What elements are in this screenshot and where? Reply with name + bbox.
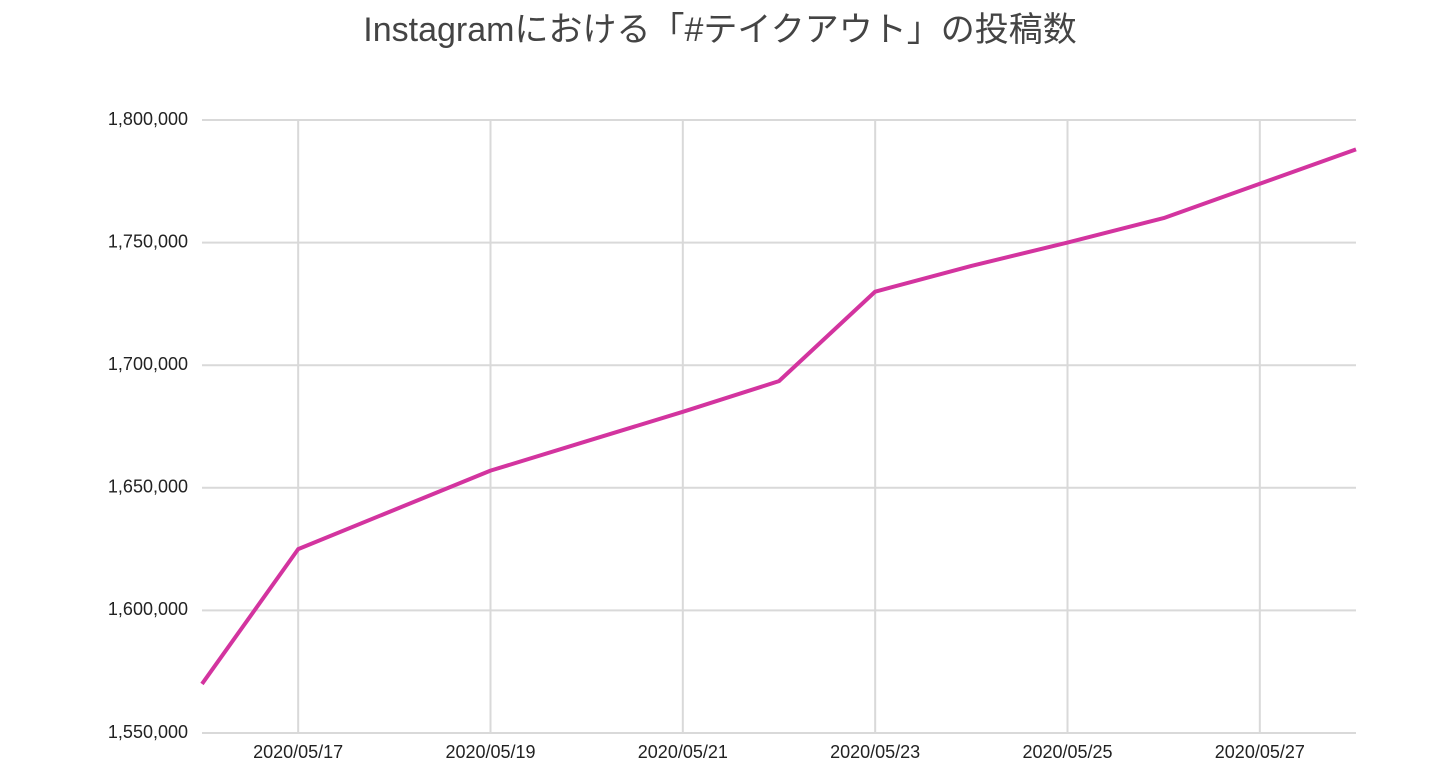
- data-line: [200, 147, 1357, 686]
- y-tick-label: 1,650,000: [108, 477, 188, 497]
- y-tick-label: 1,550,000: [108, 722, 188, 742]
- x-tick-label: 2020/05/23: [830, 742, 920, 762]
- x-tick-label: 2020/05/19: [445, 742, 535, 762]
- y-tick-label: 1,750,000: [108, 231, 188, 251]
- x-tick-label: 2020/05/21: [638, 742, 728, 762]
- y-tick-label: 1,600,000: [108, 599, 188, 619]
- y-tick-label: 1,800,000: [108, 109, 188, 129]
- x-tick-label: 2020/05/17: [253, 742, 343, 762]
- x-tick-label: 2020/05/25: [1022, 742, 1112, 762]
- y-tick-label: 1,700,000: [108, 354, 188, 374]
- x-tick-label: 2020/05/27: [1215, 742, 1305, 762]
- chart-title: Instagramにおける「#テイクアウト」の投稿数: [363, 11, 1076, 49]
